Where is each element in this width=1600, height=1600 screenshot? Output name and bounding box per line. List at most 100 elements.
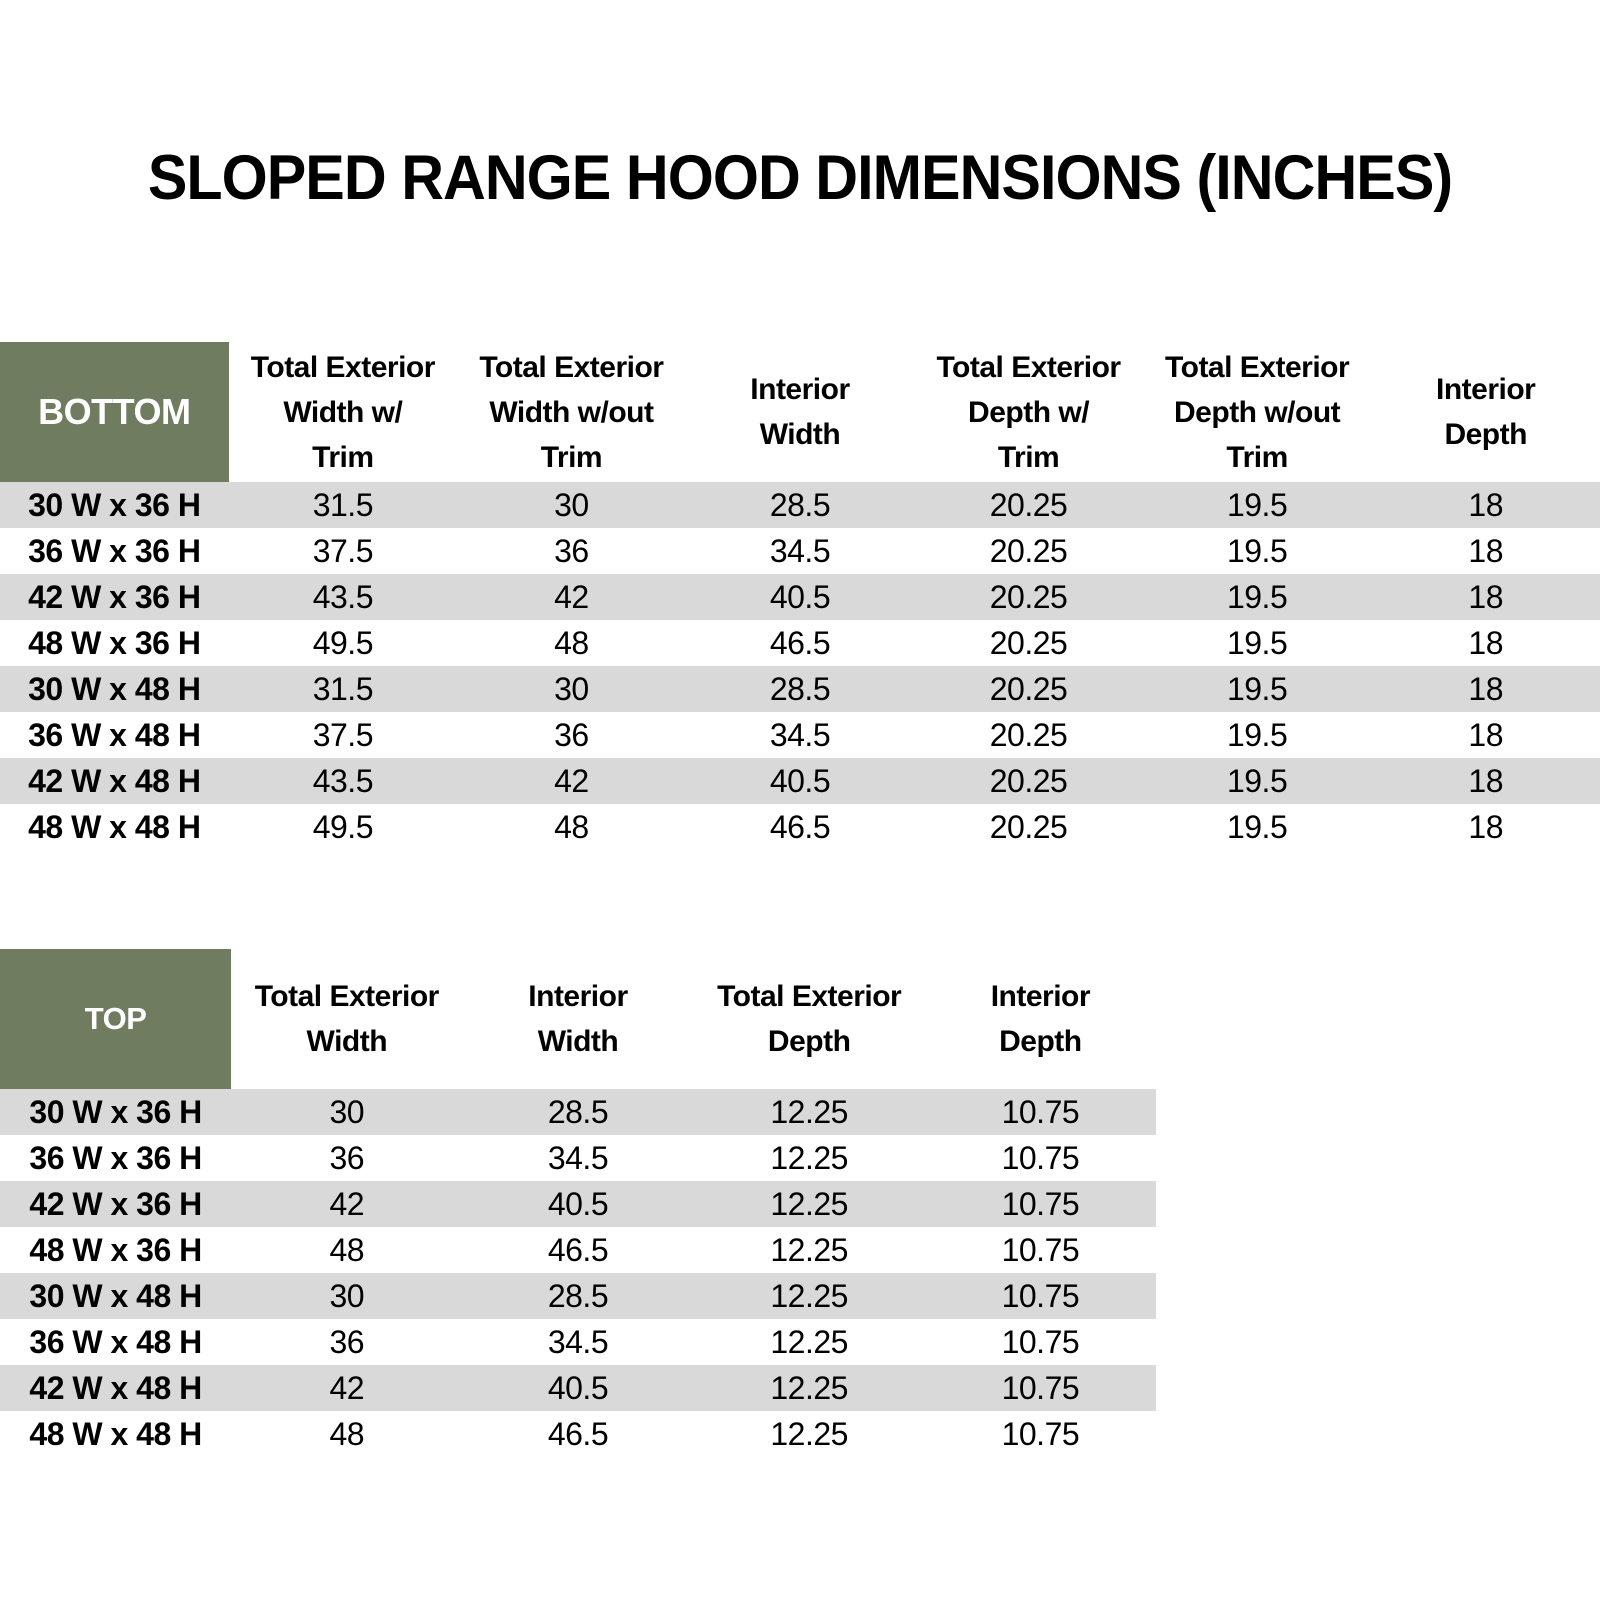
dimension-cell: 28.5 xyxy=(547,1093,609,1130)
table-row: 42 W x 36 H 42 40.5 12.25 10.75 xyxy=(0,1181,1156,1227)
table-row: 36 W x 48 H 36 34.5 12.25 10.75 xyxy=(0,1319,1156,1365)
dimension-cell: 42 xyxy=(329,1369,365,1406)
header-row: TOP Total Exterior Width Interior Width To… xyxy=(0,949,1156,1089)
table-row: 42 W x 48 H 42 40.5 12.25 10.75 xyxy=(0,1365,1156,1411)
column-header: Interior Width xyxy=(528,980,628,1058)
column-header: Total Exterior Depth w/ Trim xyxy=(936,350,1121,474)
row-label: 48 W x 36 H xyxy=(29,1231,202,1268)
dimension-cell: 12.25 xyxy=(770,1185,848,1222)
bottom-corner-header: BOTTOM xyxy=(0,342,229,482)
dimension-cell: 20.25 xyxy=(989,762,1068,799)
dimension-cell: 18 xyxy=(1468,808,1503,845)
dimension-cell: 36 xyxy=(329,1139,365,1176)
dimension-cell: 18 xyxy=(1468,532,1503,569)
dimension-cell: 10.75 xyxy=(1001,1415,1080,1452)
table-row: 30 W x 48 H 31.5 30 28.5 20.25 19.5 18 xyxy=(0,666,1600,712)
dimension-cell: 20.25 xyxy=(989,808,1068,845)
dimension-cell: 18 xyxy=(1468,670,1503,707)
dimension-cell: 46.5 xyxy=(547,1415,609,1452)
dimension-cell: 12.25 xyxy=(770,1323,848,1360)
dimension-cell: 42 xyxy=(329,1185,365,1222)
dimension-cell: 40.5 xyxy=(547,1185,609,1222)
row-label: 36 W x 36 H xyxy=(28,532,201,569)
dimension-cell: 10.75 xyxy=(1001,1323,1080,1360)
dimension-cell: 12.25 xyxy=(770,1093,848,1130)
dimension-cell: 20.25 xyxy=(989,486,1068,523)
row-label: 30 W x 36 H xyxy=(29,1093,202,1130)
dimension-cell: 34.5 xyxy=(769,532,831,569)
dimension-cell: 10.75 xyxy=(1001,1093,1080,1130)
table-row: 48 W x 48 H 49.5 48 46.5 20.25 19.5 18 xyxy=(0,804,1600,850)
top-dimensions-table: TOP Total Exterior Width Interior Width To… xyxy=(0,949,1156,1457)
bottom-table-body: 30 W x 36 H 31.5 30 28.5 20.25 19.5 18 36 W x 3… xyxy=(0,482,1600,850)
dimension-cell: 18 xyxy=(1468,486,1503,523)
dimension-cell: 19.5 xyxy=(1226,808,1288,845)
table-row: 42 W x 48 H 43.5 42 40.5 20.25 19.5 18 xyxy=(0,758,1600,804)
dimension-cell: 49.5 xyxy=(312,808,374,845)
column-header: Total Exterior Depth xyxy=(717,980,902,1058)
row-label: 30 W x 36 H xyxy=(28,486,201,523)
dimension-cell: 19.5 xyxy=(1226,762,1288,799)
table-row: 30 W x 36 H 30 28.5 12.25 10.75 xyxy=(0,1089,1156,1135)
dimension-cell: 12.25 xyxy=(770,1139,848,1176)
dimension-cell: 31.5 xyxy=(312,670,374,707)
dimension-cell: 19.5 xyxy=(1226,624,1288,661)
dimension-cell: 10.75 xyxy=(1001,1139,1080,1176)
dimension-cell: 30 xyxy=(329,1093,365,1130)
table-row: 36 W x 36 H 37.5 36 34.5 20.25 19.5 18 xyxy=(0,528,1600,574)
row-label: 42 W x 36 H xyxy=(29,1185,202,1222)
column-header: Total Exterior Width w/out Trim xyxy=(479,350,664,474)
table-row: 36 W x 36 H 36 34.5 12.25 10.75 xyxy=(0,1135,1156,1181)
table-row: 36 W x 48 H 37.5 36 34.5 20.25 19.5 18 xyxy=(0,712,1600,758)
dimension-cell: 30 xyxy=(554,486,589,523)
dimension-cell: 12.25 xyxy=(770,1231,848,1268)
dimension-cell: 18 xyxy=(1468,578,1503,615)
table-row: 42 W x 36 H 43.5 42 40.5 20.25 19.5 18 xyxy=(0,574,1600,620)
page-title: SLOPED RANGE HOOD DIMENSIONS (INCHES) xyxy=(147,143,1453,213)
dimension-cell: 20.25 xyxy=(989,532,1068,569)
dimension-cell: 19.5 xyxy=(1226,532,1288,569)
table-row: 30 W x 48 H 30 28.5 12.25 10.75 xyxy=(0,1273,1156,1319)
dimension-cell: 49.5 xyxy=(312,624,374,661)
dimension-cell: 34.5 xyxy=(547,1139,609,1176)
top-corner-header: TOP xyxy=(0,949,232,1089)
dimension-cell: 12.25 xyxy=(770,1277,848,1314)
dimension-cell: 46.5 xyxy=(547,1231,609,1268)
dimension-cell: 28.5 xyxy=(769,670,831,707)
dimension-cell: 43.5 xyxy=(312,762,374,799)
dimension-cell: 12.25 xyxy=(770,1369,848,1406)
dimension-cell: 20.25 xyxy=(989,670,1068,707)
dimension-cell: 43.5 xyxy=(312,578,374,615)
row-label: 30 W x 48 H xyxy=(28,670,201,707)
row-label: 42 W x 48 H xyxy=(28,762,201,799)
top-table-body: 30 W x 36 H 30 28.5 12.25 10.75 36 W x 36 H 36… xyxy=(0,1089,1156,1457)
dimension-cell: 10.75 xyxy=(1001,1185,1080,1222)
dimension-cell: 42 xyxy=(554,578,589,615)
dimension-cell: 10.75 xyxy=(1001,1277,1080,1314)
dimension-cell: 36 xyxy=(554,716,589,753)
dimension-cell: 19.5 xyxy=(1226,578,1288,615)
row-label: 42 W x 36 H xyxy=(28,578,201,615)
header-row: BOTTOM Total Exterior Width w/ Trim Total… xyxy=(0,342,1600,482)
dimension-cell: 46.5 xyxy=(769,624,831,661)
dimension-cell: 48 xyxy=(329,1231,365,1268)
dimension-cell: 48 xyxy=(554,808,589,845)
column-header: Interior Depth xyxy=(990,980,1091,1058)
column-header: Total Exterior Depth w/out Trim xyxy=(1165,350,1350,474)
dimension-cell: 34.5 xyxy=(547,1323,609,1360)
dimension-cell: 12.25 xyxy=(770,1415,848,1452)
dimension-cell: 48 xyxy=(554,624,589,661)
row-label: 48 W x 48 H xyxy=(29,1415,202,1452)
table-row: 48 W x 48 H 48 46.5 12.25 10.75 xyxy=(0,1411,1156,1457)
dimension-cell: 36 xyxy=(329,1323,365,1360)
dimension-cell: 20.25 xyxy=(989,716,1068,753)
dimension-cell: 10.75 xyxy=(1001,1369,1080,1406)
dimension-cell: 31.5 xyxy=(312,486,374,523)
column-header: Interior Width xyxy=(750,373,850,451)
dimension-cell: 46.5 xyxy=(769,808,831,845)
column-header: Total Exterior Width w/ Trim xyxy=(250,350,436,474)
dimension-cell: 34.5 xyxy=(769,716,831,753)
dimension-cell: 40.5 xyxy=(769,578,831,615)
table-row: 48 W x 36 H 48 46.5 12.25 10.75 xyxy=(0,1227,1156,1273)
row-label: 36 W x 48 H xyxy=(28,716,201,753)
